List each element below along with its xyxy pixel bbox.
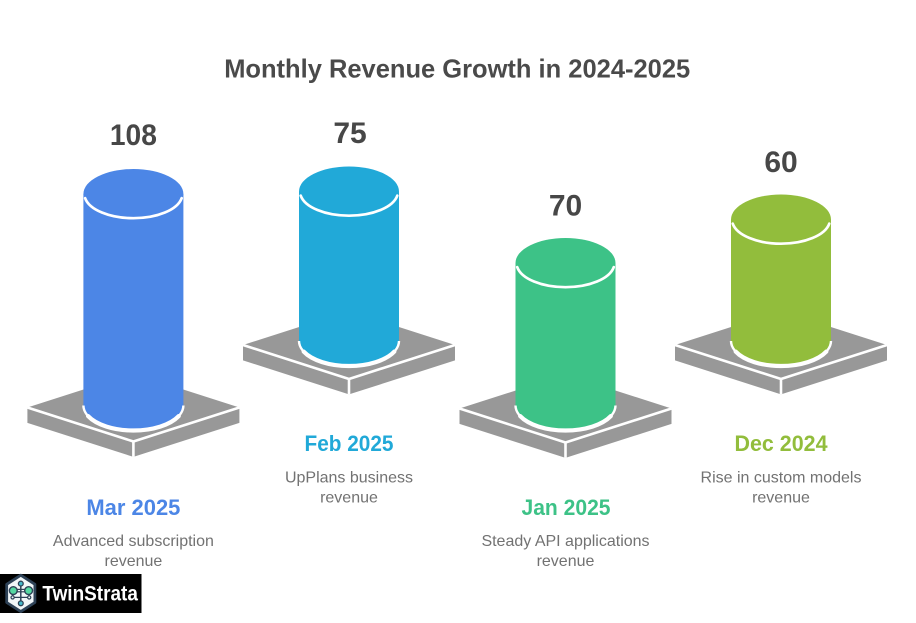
- svg-text:75: 75: [333, 117, 366, 150]
- svg-text:revenue: revenue: [104, 553, 162, 570]
- svg-text:UpPlans business: UpPlans business: [285, 470, 413, 487]
- svg-text:Steady API applications: Steady API applications: [481, 533, 649, 550]
- svg-text:Jan 2025: Jan 2025: [522, 495, 611, 520]
- svg-text:revenue: revenue: [752, 490, 810, 507]
- svg-text:60: 60: [764, 146, 797, 179]
- svg-text:108: 108: [110, 119, 157, 152]
- svg-text:Feb 2025: Feb 2025: [305, 431, 394, 456]
- svg-text:Mar 2025: Mar 2025: [86, 495, 180, 520]
- svg-text:Rise in custom models: Rise in custom models: [701, 470, 862, 487]
- svg-text:revenue: revenue: [537, 553, 595, 570]
- svg-text:TwinStrata: TwinStrata: [42, 581, 138, 605]
- svg-text:Dec 2024: Dec 2024: [735, 431, 829, 456]
- svg-text:70: 70: [549, 189, 582, 222]
- svg-text:revenue: revenue: [320, 490, 378, 507]
- svg-text:Monthly Revenue Growth in 2024: Monthly Revenue Growth in 2024-2025: [224, 54, 690, 84]
- svg-text:Advanced subscription: Advanced subscription: [53, 533, 214, 550]
